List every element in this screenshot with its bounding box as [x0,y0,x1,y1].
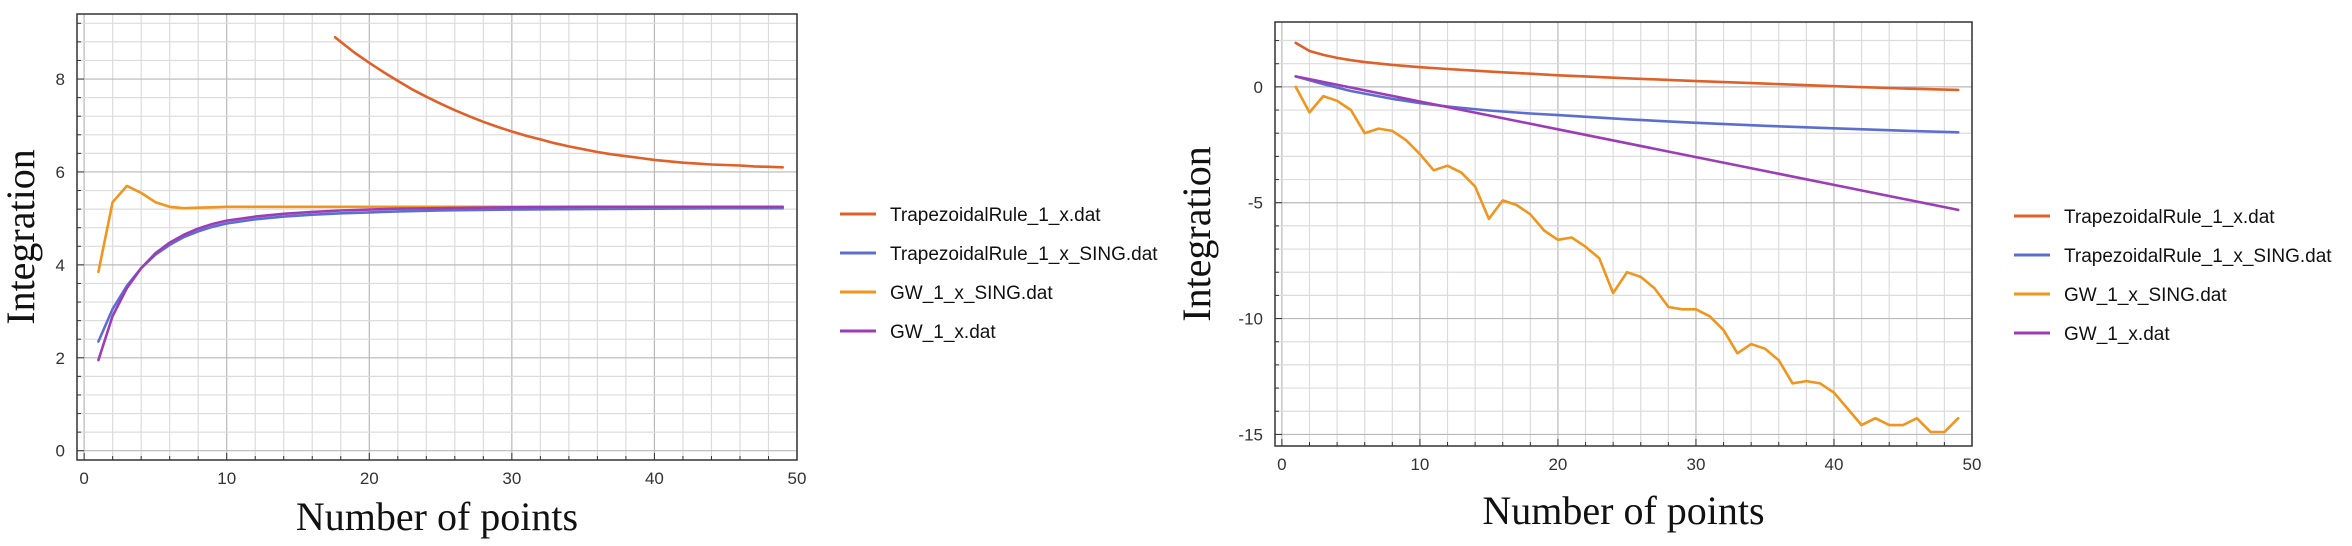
series-line-gw-1-x-dat [1294,75,1960,212]
legend-label: GW_1_x.dat [890,322,996,343]
y-axis-title: Integration [0,149,43,325]
y-tick-label: 0 [1254,78,1263,97]
series-group [1294,41,1960,434]
legend-label: GW_1_x_SING.dat [890,283,1053,304]
right-chart: 0 10 20 30 40 50 -15 -10 -5 0 Number of points Inte… [1174,21,2332,533]
y-tick-label: -10 [1238,310,1263,329]
x-tick-label: 40 [645,469,664,488]
legend-label: TrapezoidalRule_1_x.dat [2064,207,2275,228]
y-tick-label: 2 [56,349,65,368]
y-axis-title: Integration [1174,146,1219,322]
plot-frame [76,13,798,461]
grid [77,14,798,460]
x-axis-title: Number of points [296,494,578,539]
left-chart: 0 10 20 30 40 50 0 2 4 6 8 Number of points Integrat… [0,13,1158,539]
x-tick-label: 40 [1825,455,1844,474]
y-tick-label: -15 [1238,425,1263,444]
y-tick-label: -5 [1248,194,1263,213]
x-tick-label: 30 [502,469,521,488]
x-tick-label: 50 [1963,455,1982,474]
x-tick-label: 10 [217,469,236,488]
y-tick-label: 0 [56,442,65,461]
tick-marks [1275,40,1973,446]
legend-label: GW_1_x.dat [2064,324,2170,345]
legend-label: GW_1_x_SING.dat [2064,285,2227,306]
series-line-gw-1-x-dat [97,205,785,362]
plot-frame [1274,21,1973,447]
y-tick-label: 4 [56,256,65,275]
x-tick-label: 10 [1410,455,1429,474]
x-tick-label: 20 [1548,455,1567,474]
x-tick-label: 50 [788,469,807,488]
grid [1275,22,1973,446]
x-tick-label: 0 [79,469,88,488]
y-tick-label: 8 [56,70,65,89]
series-group [97,35,785,362]
legend-label: TrapezoidalRule_1_x_SING.dat [890,244,1158,265]
legend: TrapezoidalRule_1_x.dat TrapezoidalRule_1… [840,205,1158,343]
x-tick-label: 30 [1686,455,1705,474]
legend: TrapezoidalRule_1_x.dat TrapezoidalRule_1… [2014,207,2332,345]
x-tick-label: 20 [360,469,379,488]
legend-label: TrapezoidalRule_1_x.dat [890,205,1101,226]
series-line-trapezoidalrule-1-x-sing-dat [1294,75,1960,134]
series-line-trapezoidalrule-1-x-dat [1294,41,1960,92]
series-line-gw-1-x-sing-dat [1294,85,1960,434]
tick-marks [77,22,798,460]
series-line-trapezoidalrule-1-x-dat [333,35,785,169]
legend-label: TrapezoidalRule_1_x_SING.dat [2064,246,2332,267]
y-tick-label: 6 [56,163,65,182]
x-axis-title: Number of points [1482,488,1764,533]
x-tick-label: 0 [1277,455,1286,474]
